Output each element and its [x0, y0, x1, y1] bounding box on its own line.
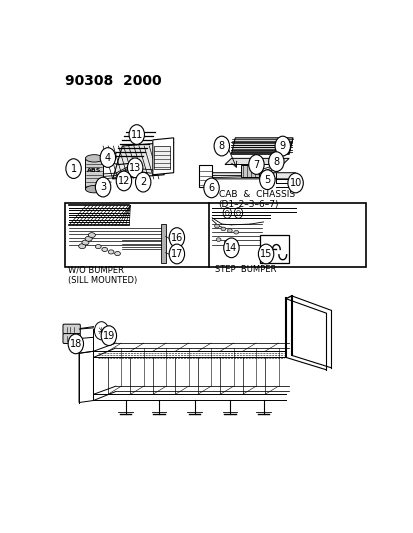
Circle shape — [258, 244, 273, 264]
FancyBboxPatch shape — [260, 235, 288, 263]
Text: 17: 17 — [170, 249, 183, 259]
Text: 9: 9 — [279, 141, 285, 151]
Text: 2: 2 — [140, 177, 146, 187]
Circle shape — [169, 244, 184, 264]
Ellipse shape — [78, 244, 85, 248]
Circle shape — [274, 136, 290, 156]
Polygon shape — [225, 158, 288, 165]
Circle shape — [203, 178, 219, 198]
Bar — [154, 146, 170, 168]
Circle shape — [287, 173, 303, 193]
Text: 3: 3 — [100, 182, 106, 192]
Text: 15: 15 — [259, 249, 272, 259]
Circle shape — [94, 322, 108, 340]
Polygon shape — [112, 142, 173, 179]
Ellipse shape — [227, 229, 232, 232]
Circle shape — [95, 177, 111, 197]
Circle shape — [127, 158, 142, 177]
Text: 16: 16 — [170, 232, 183, 243]
Circle shape — [101, 326, 116, 345]
Text: 10: 10 — [289, 178, 301, 188]
Text: 6: 6 — [208, 183, 214, 193]
Polygon shape — [152, 138, 173, 175]
Circle shape — [68, 334, 83, 354]
Ellipse shape — [114, 252, 120, 256]
Text: 8: 8 — [273, 157, 279, 167]
Polygon shape — [205, 173, 295, 179]
Text: 13: 13 — [129, 163, 141, 173]
Ellipse shape — [224, 240, 228, 244]
Polygon shape — [231, 138, 292, 154]
Text: CAB  &  CHASSIS
(D1–2–3–6–7): CAB & CHASSIS (D1–2–3–6–7) — [218, 190, 294, 209]
Ellipse shape — [82, 240, 89, 245]
Text: 18: 18 — [69, 339, 82, 349]
Circle shape — [169, 228, 184, 247]
Text: 12: 12 — [117, 176, 130, 186]
Text: 11: 11 — [131, 130, 142, 140]
Text: 14: 14 — [225, 243, 237, 253]
Text: ABS: ABS — [87, 168, 101, 173]
Bar — [128, 165, 138, 173]
Ellipse shape — [85, 236, 92, 241]
Text: 8: 8 — [218, 141, 224, 151]
Polygon shape — [79, 351, 93, 402]
Ellipse shape — [216, 238, 221, 241]
Text: 7: 7 — [253, 159, 259, 169]
Ellipse shape — [108, 250, 114, 254]
FancyBboxPatch shape — [63, 334, 80, 343]
Text: 1: 1 — [70, 164, 76, 174]
Circle shape — [214, 136, 229, 156]
Circle shape — [259, 170, 274, 190]
Text: 5: 5 — [263, 175, 270, 185]
Text: STEP  BUMPER: STEP BUMPER — [215, 265, 276, 274]
Ellipse shape — [233, 230, 238, 234]
FancyBboxPatch shape — [64, 204, 365, 267]
Circle shape — [116, 171, 131, 191]
Ellipse shape — [88, 232, 95, 238]
Circle shape — [100, 148, 115, 167]
Circle shape — [248, 155, 263, 174]
FancyBboxPatch shape — [63, 324, 80, 334]
Ellipse shape — [214, 224, 219, 228]
Ellipse shape — [85, 155, 103, 162]
Text: 19: 19 — [102, 330, 115, 341]
Text: W/O BUMPER
(SILL MOUNTED): W/O BUMPER (SILL MOUNTED) — [68, 265, 138, 285]
Ellipse shape — [221, 227, 225, 231]
Ellipse shape — [85, 185, 103, 193]
Circle shape — [268, 152, 283, 172]
Bar — [161, 224, 165, 263]
Circle shape — [135, 172, 150, 192]
Bar — [85, 158, 103, 189]
Circle shape — [223, 238, 239, 257]
Circle shape — [66, 159, 81, 179]
Ellipse shape — [95, 245, 101, 248]
Bar — [199, 165, 212, 187]
Text: 90308  2000: 90308 2000 — [64, 74, 161, 88]
Bar — [240, 165, 258, 177]
Ellipse shape — [102, 247, 107, 252]
Circle shape — [129, 125, 144, 144]
Text: 4: 4 — [104, 152, 111, 163]
